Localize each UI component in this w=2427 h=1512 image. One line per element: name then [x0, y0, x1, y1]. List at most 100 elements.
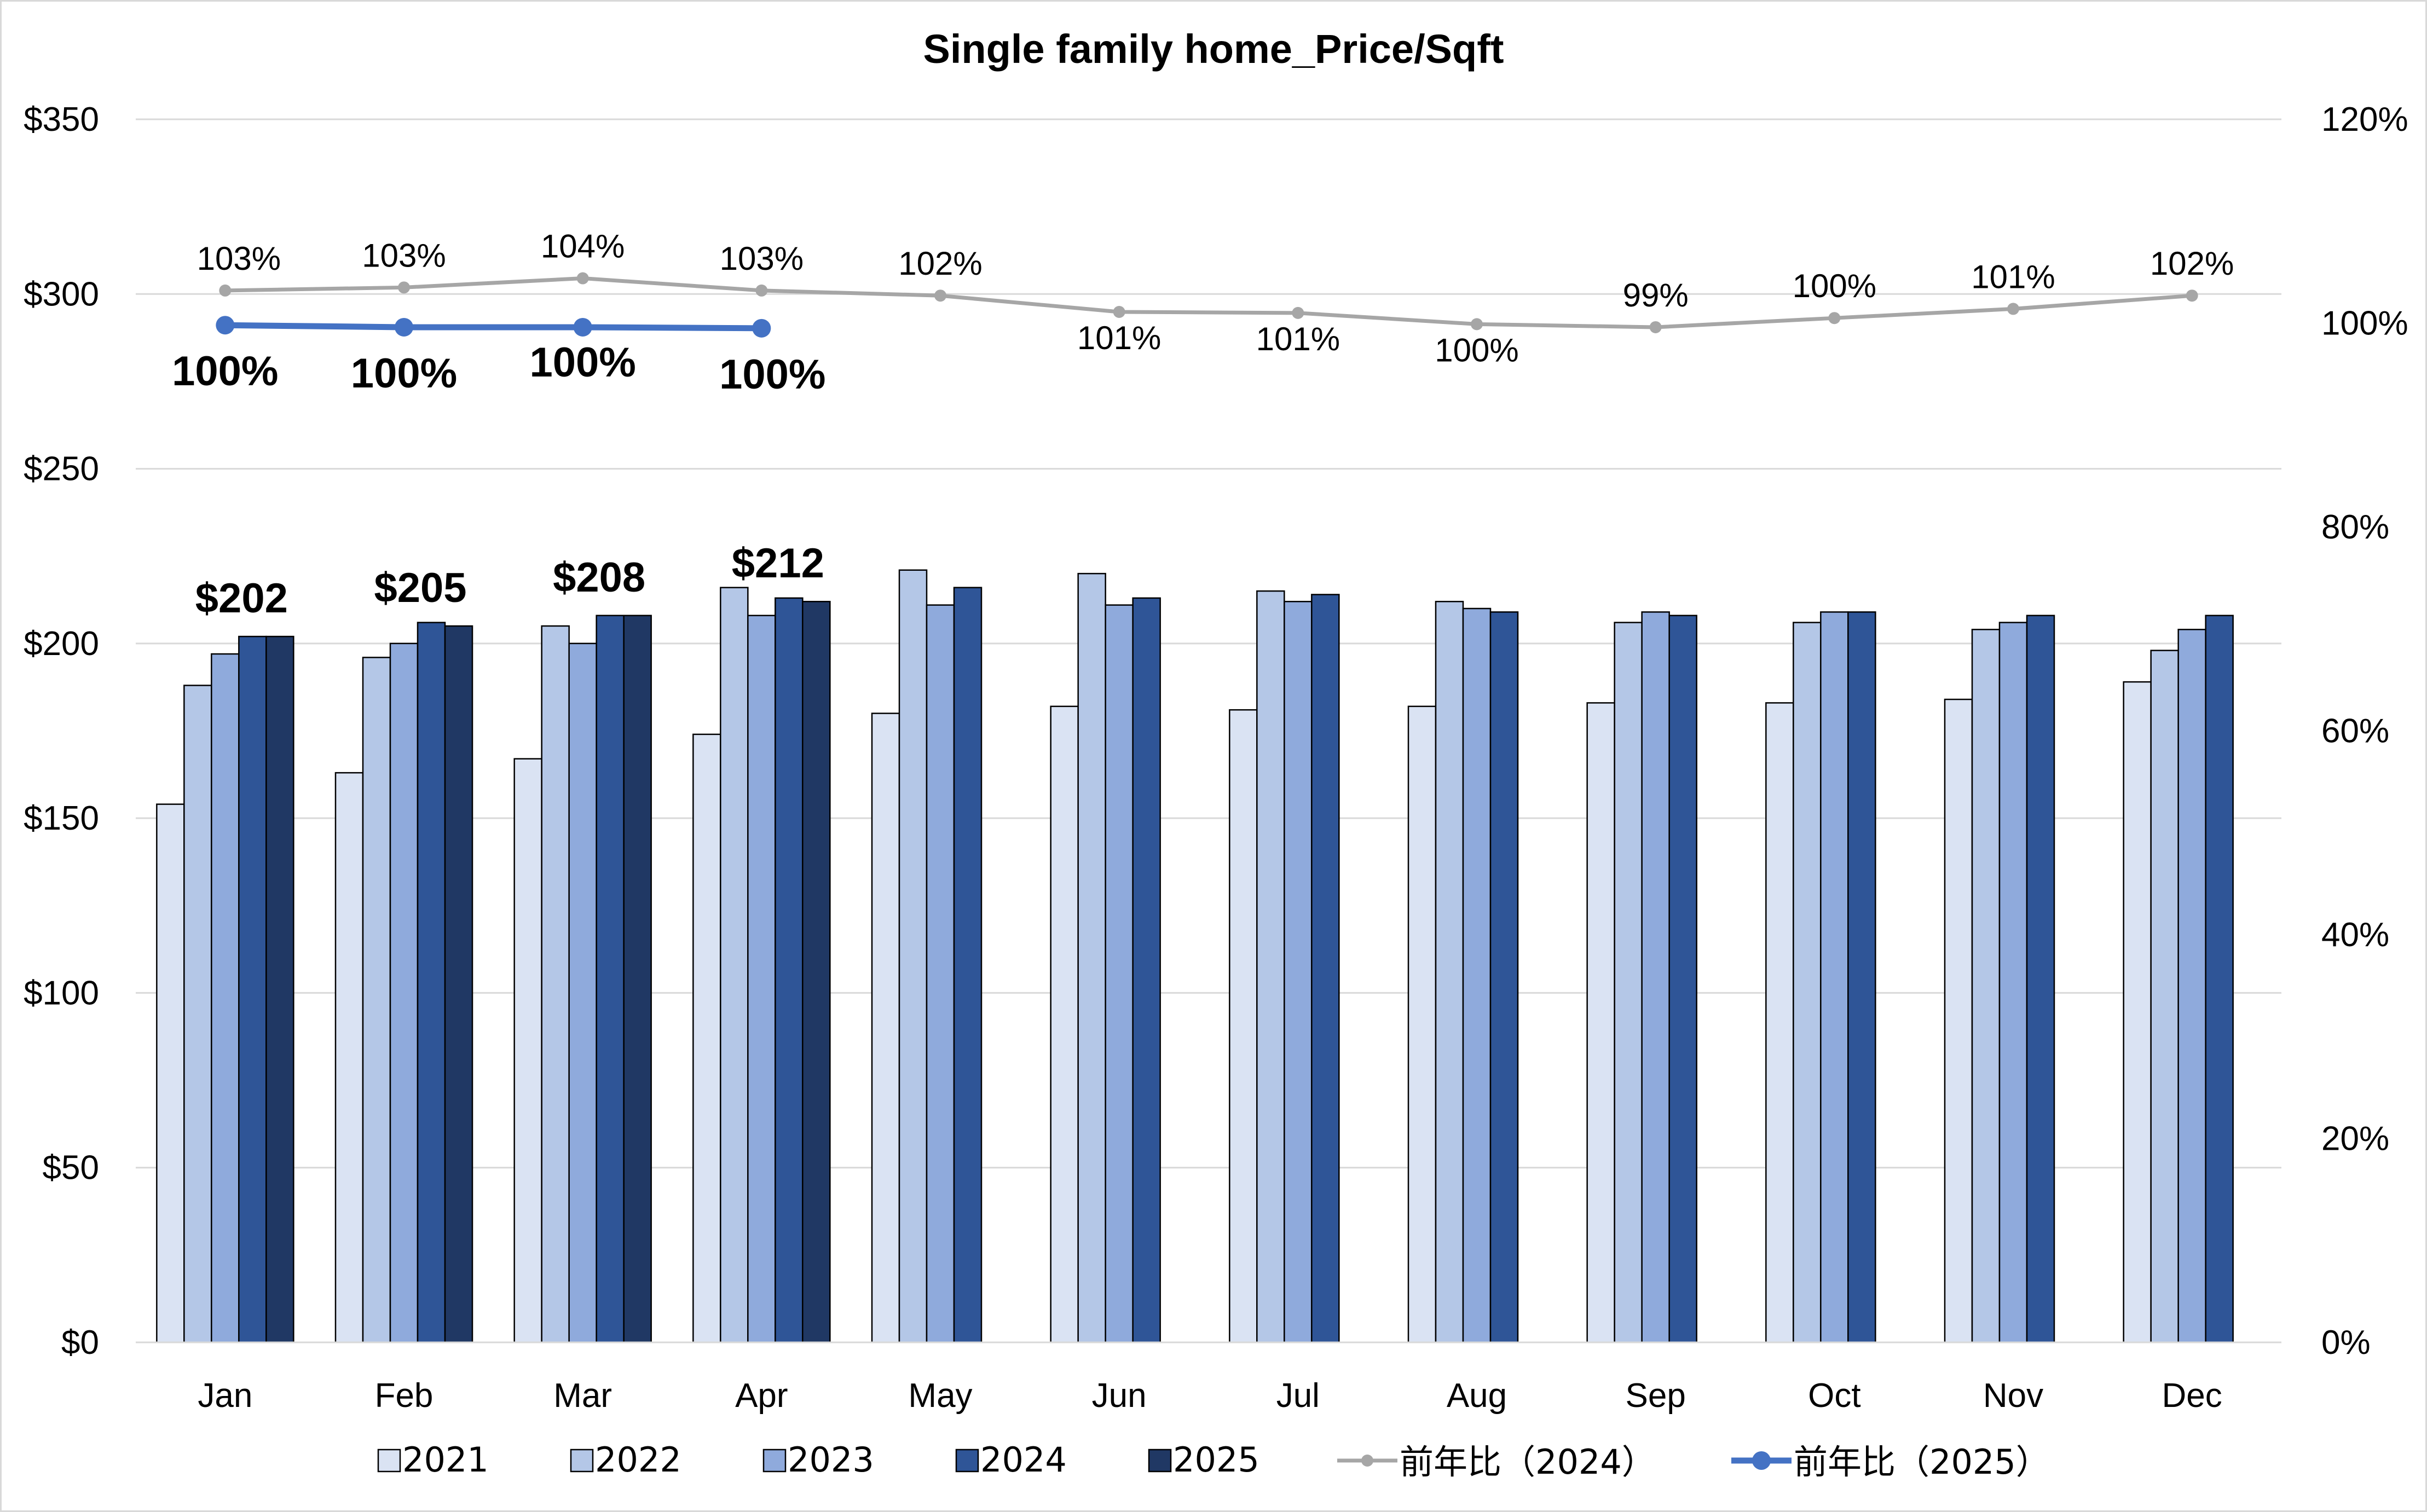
bar-2024-oct [1847, 611, 1876, 1343]
bar-2023-apr [747, 615, 776, 1343]
y-left-tick-label: $200 [24, 625, 99, 663]
bar-2023-nov [1998, 622, 2028, 1343]
legend-marker-2025 [1752, 1451, 1771, 1470]
bar-2024-sep [1668, 615, 1697, 1343]
bar-2024-aug [1489, 611, 1519, 1343]
bar-2023-mar [568, 642, 597, 1343]
line-2024-marker [1113, 306, 1125, 318]
bar-2023-may [926, 604, 955, 1343]
line-2024-marker [219, 284, 232, 297]
bar-2023-jan [211, 653, 240, 1343]
bar-2022-jul [1256, 590, 1285, 1343]
bar-2023-jun [1105, 604, 1134, 1343]
x-tick-label: Jun [1092, 1377, 1147, 1415]
x-tick-label: May [908, 1377, 972, 1415]
bar-2024-jun [1132, 597, 1161, 1343]
bar-2025-mar [623, 615, 652, 1343]
line-2024-label: 103% [197, 240, 281, 277]
y-left-tick-label: $50 [43, 1149, 99, 1187]
bar-label-2025: $205 [374, 565, 466, 611]
line-2025-marker [752, 318, 771, 338]
line-2025-label: 100% [172, 348, 278, 395]
x-tick-label: Nov [1983, 1377, 2043, 1415]
line-2025-marker [573, 317, 592, 337]
bar-2022-mar [541, 625, 570, 1343]
bar-2021-jul [1229, 709, 1258, 1343]
bar-2022-dec [2150, 650, 2179, 1343]
bar-2022-jan [183, 685, 212, 1343]
legend-marker-2024 [1361, 1455, 1373, 1467]
bar-label-2025: $208 [553, 554, 645, 601]
line-2024-marker [1828, 312, 1841, 325]
y-right-tick-label: 20% [2321, 1120, 2389, 1158]
line-2024-label: 101% [1077, 320, 1161, 356]
line-2025-marker [216, 316, 235, 335]
bar-2023-oct [1820, 611, 1849, 1343]
x-tick-label: Oct [1808, 1377, 1860, 1415]
legend-label: 2023 [788, 1440, 874, 1480]
line-2024-label: 100% [1793, 268, 1876, 304]
y-left-tick-label: $250 [24, 450, 99, 488]
line-2024-marker [2186, 289, 2198, 302]
bar-2024-jul [1311, 594, 1340, 1343]
y-left-tick-label: $0 [61, 1324, 99, 1362]
y-left-tick-label: $350 [24, 101, 99, 138]
y-right-tick-label: 120% [2321, 101, 2408, 138]
bar-2024-mar [596, 615, 625, 1343]
bar-2023-sep [1641, 611, 1670, 1343]
line-2024-label: 103% [362, 237, 446, 274]
data-labels-group: $202 $205 $208 $212 103% 103% 104% 103% 102% 101%… [172, 228, 2234, 622]
line-2024-marker [755, 284, 768, 297]
bar-2022-may [898, 569, 928, 1343]
bar-2021-nov [1944, 698, 1973, 1343]
legend-label: 2025 [1173, 1440, 1259, 1480]
y-left-tick-label: $300 [24, 275, 99, 313]
bar-2024-jan [238, 635, 267, 1343]
line-2024-label: 102% [898, 245, 982, 282]
bar-2022-feb [362, 657, 391, 1343]
chart-title: Single family home_Price/Sqft [923, 26, 1504, 72]
bar-2025-apr [802, 600, 831, 1343]
bar-series-group [156, 569, 2234, 1343]
bar-2022-apr [720, 587, 749, 1343]
x-tick-label: Mar [553, 1377, 612, 1415]
bar-2022-nov [1971, 629, 2001, 1343]
y-right-tick-label: 100% [2321, 305, 2408, 343]
bar-2021-dec [2123, 681, 2152, 1343]
y-left-tick-label: $150 [24, 800, 99, 837]
bar-2023-feb [389, 642, 419, 1343]
line-2024-label: 101% [1256, 321, 1340, 357]
bar-2021-oct [1765, 702, 1794, 1343]
legend-swatch-2024 [955, 1449, 979, 1473]
legend-label: 2024 [980, 1440, 1067, 1480]
bar-2021-mar [513, 758, 542, 1343]
y-axis-left: $0 $50 $100 $150 $200 $250 $300 $350 [24, 101, 99, 1362]
line-2024-marker [576, 272, 589, 285]
bar-2024-feb [417, 622, 446, 1343]
bar-2022-oct [1793, 622, 1822, 1343]
y-left-tick-label: $100 [24, 974, 99, 1012]
bar-2024-apr [775, 597, 804, 1343]
legend-swatch-2022 [570, 1449, 594, 1473]
line-2024-marker [1471, 318, 1483, 331]
y-axis-right: 0% 20% 40% 60% 80% 100% 120% [2321, 101, 2408, 1362]
gridlines [136, 118, 2281, 1169]
legend-label: 2022 [595, 1440, 681, 1480]
y-right-tick-label: 80% [2321, 508, 2389, 546]
x-tick-label: Jul [1276, 1377, 1320, 1415]
line-series-group [216, 272, 2198, 338]
y-right-tick-label: 60% [2321, 712, 2389, 750]
bar-2025-jan [265, 635, 294, 1343]
legend-label: 前年比（2025） [1794, 1442, 2050, 1482]
bar-2021-jan [156, 803, 185, 1343]
y-right-tick-label: 0% [2321, 1324, 2371, 1362]
bar-2022-sep [1614, 622, 1643, 1343]
line-2024-label: 103% [720, 240, 804, 277]
bar-2025-feb [444, 625, 473, 1343]
x-tick-label: Feb [375, 1377, 434, 1415]
line-2025-label: 100% [529, 339, 635, 386]
x-tick-label: Apr [735, 1377, 788, 1415]
legend-swatch-2023 [762, 1449, 787, 1473]
bar-2022-aug [1435, 600, 1464, 1343]
line-2024-label: 101% [1971, 258, 2055, 295]
